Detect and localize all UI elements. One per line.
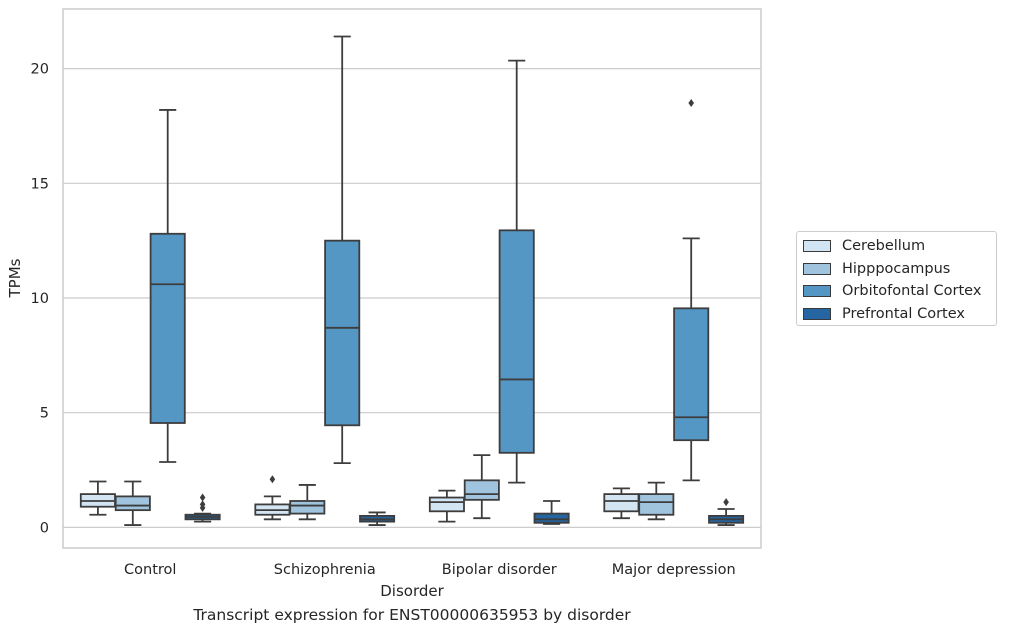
box-prefrontal-cortex xyxy=(708,498,745,526)
box-orbitofontal-cortex xyxy=(324,35,361,465)
iqr-box xyxy=(428,496,465,513)
boxes xyxy=(79,35,745,526)
y-tick-label: 15 xyxy=(31,176,49,192)
chart-caption: Transcript expression for ENST0000063595… xyxy=(193,606,631,624)
box-hipppocampus xyxy=(638,481,675,521)
box-orbitofontal-cortex xyxy=(673,99,710,482)
legend-item-prefrontal-cortex: Prefrontal Cortex xyxy=(803,304,965,324)
box-prefrontal-cortex xyxy=(533,500,570,525)
iqr-box xyxy=(149,232,186,424)
iqr-box xyxy=(498,229,535,454)
legend-item-cerebellum: Cerebellum xyxy=(803,236,925,256)
iqr-box xyxy=(603,493,640,513)
box-prefrontal-cortex xyxy=(184,493,221,523)
iqr-box xyxy=(533,512,570,524)
box-hipppocampus xyxy=(114,480,151,526)
x-axis-label: Disorder xyxy=(380,582,444,600)
outlier-point xyxy=(688,99,694,108)
tick-labels: 0 5 10 15 20 Control Schizophrenia Bipolar diso… xyxy=(31,62,736,578)
y-tick-label: 20 xyxy=(31,62,49,78)
legend-label: Cerebellum xyxy=(842,238,926,254)
legend-swatch xyxy=(803,285,831,297)
legend-label: Orbitofontal Cortex xyxy=(842,283,982,299)
legend: Cerebellum Hipppocampus Orbitofontal Cor… xyxy=(796,231,997,326)
y-tick-label: 5 xyxy=(40,406,49,422)
y-axis-label: TPMs xyxy=(6,258,24,298)
iqr-box xyxy=(463,479,500,501)
legend-swatch xyxy=(803,263,831,275)
outlier-point xyxy=(199,493,206,502)
outlier-point xyxy=(199,500,206,509)
box-cerebellum xyxy=(428,489,465,523)
box-orbitofontal-cortex xyxy=(149,109,186,463)
x-tick-label: Control xyxy=(124,562,176,578)
box-hipppocampus xyxy=(289,484,326,521)
legend-swatch xyxy=(803,308,831,320)
x-tick-label: Major depression xyxy=(612,562,736,578)
legend-item-hippocampus: Hipppocampus xyxy=(803,259,950,279)
x-tick-label: Bipolar disorder xyxy=(442,562,557,578)
legend-swatch xyxy=(803,240,831,252)
iqr-box xyxy=(673,307,710,442)
y-tick-label: 0 xyxy=(40,520,49,536)
box-cerebellum xyxy=(603,487,640,520)
outlier-point xyxy=(269,475,276,484)
iqr-box xyxy=(638,493,675,516)
legend-label: Prefrontal Cortex xyxy=(842,306,965,322)
legend-item-orbitofrontal-cortex: Orbitofontal Cortex xyxy=(803,281,981,301)
iqr-box xyxy=(114,495,151,512)
x-tick-label: Schizophrenia xyxy=(274,562,376,578)
iqr-box xyxy=(289,500,326,515)
box-cerebellum xyxy=(79,480,116,516)
legend-label: Hipppocampus xyxy=(842,261,951,277)
outlier-point xyxy=(723,498,729,507)
y-tick-label: 10 xyxy=(31,291,49,307)
iqr-box xyxy=(324,239,361,427)
box-orbitofontal-cortex xyxy=(498,59,535,484)
box-hipppocampus xyxy=(463,454,500,520)
box-prefrontal-cortex xyxy=(359,511,396,526)
